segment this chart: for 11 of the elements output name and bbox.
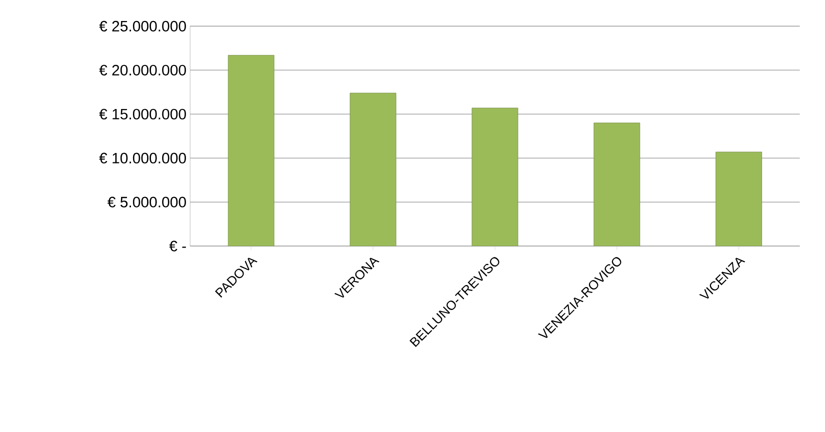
bar [350, 92, 396, 246]
y-tick-label: € 25.000.000 [99, 20, 186, 32]
y-tick-label: € - [169, 240, 186, 252]
y-tick-label: € 15.000.000 [99, 108, 186, 120]
bar [228, 54, 274, 246]
y-tick-label: € 10.000.000 [99, 152, 186, 164]
y-tick-label: € 20.000.000 [99, 64, 186, 76]
y-tick-label: € 5.000.000 [107, 196, 186, 208]
bar [716, 152, 762, 246]
bar [594, 122, 640, 246]
bar [472, 108, 518, 246]
